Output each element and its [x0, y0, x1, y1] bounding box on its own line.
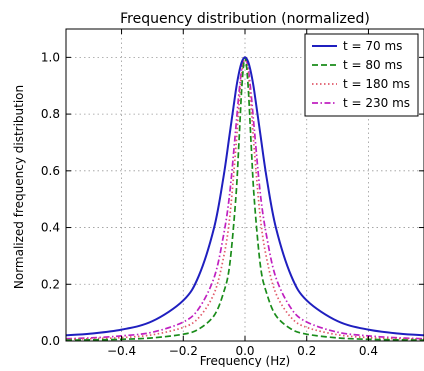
- y-tick-label: 0.6: [41, 164, 60, 178]
- y-tick-label: 0.8: [41, 107, 60, 121]
- legend-label: t = 70 ms: [343, 39, 402, 53]
- y-tick-label: 1.0: [41, 50, 60, 64]
- x-tick-label: −0.4: [107, 344, 136, 358]
- x-tick-label: 0.4: [359, 344, 378, 358]
- series-layer: [65, 56, 424, 341]
- y-tick-label: 0.4: [41, 221, 60, 235]
- legend-label: t = 180 ms: [343, 77, 410, 91]
- x-tick-label: 0.2: [297, 344, 316, 358]
- x-axis-label: Frequency (Hz): [200, 354, 291, 367]
- x-tick-label: −0.2: [169, 344, 198, 358]
- y-tick-label: 0.0: [41, 334, 60, 348]
- legend: t = 70 ms t = 80 ms t = 180 ms t = 230 ms: [304, 33, 419, 117]
- series-line-1: [65, 56, 424, 337]
- series-line-4: [65, 56, 424, 340]
- legend-label: t = 230 ms: [343, 96, 410, 110]
- chart-title: Frequency distribution (normalized): [120, 11, 370, 27]
- legend-box: [304, 33, 419, 117]
- x-tick-label: 0.0: [235, 344, 254, 358]
- legend-label: t = 80 ms: [343, 58, 402, 72]
- y-axis-label: Normalized frequency distribution: [12, 85, 26, 289]
- ticks: −0.4 −0.2 0.0 0.2 0.4 0.0 0.2 0.4 0.6 0.8 1.0: [41, 29, 424, 358]
- y-tick-label: 0.2: [41, 277, 60, 291]
